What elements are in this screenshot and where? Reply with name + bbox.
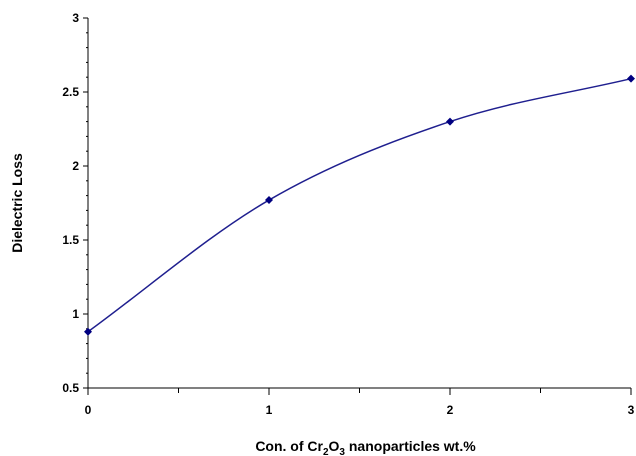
y-tick-label: 2 [72,159,79,173]
x-axis-title-prefix: Con. of Cr [255,438,323,454]
x-axis-title-sub1: 2 [323,447,329,456]
axes [87,18,631,389]
y-axis-title: Dielectric Loss [9,153,25,253]
x-axis-title: Con. of Cr2O3 nanoparticles wt.% [255,438,476,456]
y-tick-label: 1 [72,307,79,321]
data-markers [84,74,635,336]
x-tick-label: 2 [447,403,454,417]
data-point-marker [265,196,273,205]
ticks [83,17,632,395]
x-tick-label: 3 [628,403,635,417]
x-tick-label: 1 [266,403,273,417]
data-point-marker [627,74,635,83]
y-tick-label: 0.5 [62,381,79,395]
x-axis-title-sub2: 3 [339,447,345,456]
series-line [87,77,632,333]
y-tick-label: 3 [72,11,79,25]
data-point-marker [84,327,92,336]
x-tick-label: 0 [85,403,92,417]
y-tick-label: 2.5 [62,85,79,99]
x-axis-title-mid: O [329,438,340,454]
data-point-marker [446,117,454,126]
tick-labels: 0.5 1 1.5 2 2.5 3 0 1 2 3 [62,11,634,417]
x-axis-title-suffix: nanoparticles wt.% [345,438,476,454]
y-tick-label: 1.5 [62,233,79,247]
